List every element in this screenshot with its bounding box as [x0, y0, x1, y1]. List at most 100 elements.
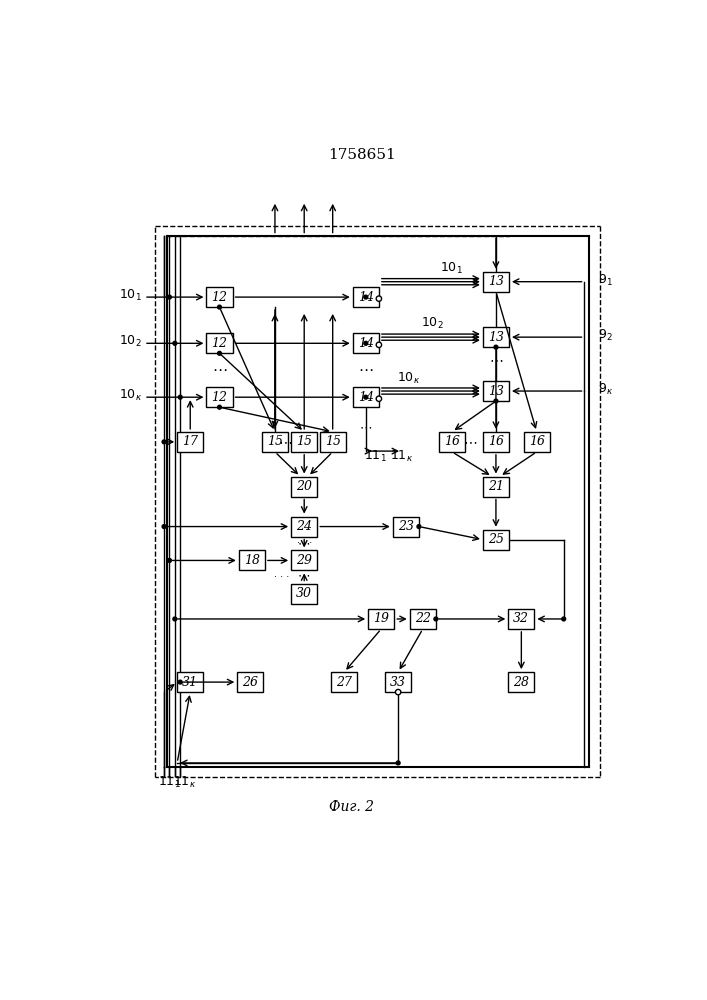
Text: ⋯: ⋯ [360, 422, 372, 434]
Text: 16: 16 [488, 435, 504, 448]
Text: 12: 12 [211, 291, 228, 304]
Text: $10_\kappa$: $10_\kappa$ [119, 388, 141, 403]
Text: 14: 14 [358, 291, 374, 304]
Text: $10_1$: $10_1$ [119, 288, 141, 303]
Text: 18: 18 [244, 554, 260, 567]
Circle shape [364, 341, 368, 345]
Bar [385, 672, 411, 692]
Text: 15: 15 [325, 435, 341, 448]
Circle shape [218, 351, 221, 355]
Text: $11_1$: $11_1$ [363, 449, 387, 464]
Text: 12: 12 [211, 391, 228, 404]
Text: 14: 14 [358, 391, 374, 404]
Text: 24: 24 [296, 520, 312, 533]
Bar [353, 333, 379, 353]
Bar [206, 387, 233, 407]
Text: ⋯: ⋯ [298, 537, 310, 550]
Circle shape [168, 295, 171, 299]
Text: 21: 21 [488, 480, 504, 493]
Bar [483, 272, 509, 292]
Text: 28: 28 [513, 676, 530, 689]
Circle shape [218, 305, 221, 309]
Text: $11_\kappa$: $11_\kappa$ [390, 449, 414, 464]
Bar [291, 517, 317, 537]
Circle shape [376, 296, 382, 301]
Bar [239, 550, 265, 570]
Text: · · ·: · · · [274, 572, 289, 582]
Text: $9_2$: $9_2$ [598, 328, 613, 343]
Text: $9_\kappa$: $9_\kappa$ [598, 382, 614, 397]
Text: 29: 29 [296, 554, 312, 567]
Bar [483, 432, 509, 452]
Bar [291, 584, 317, 604]
Text: $10_2$: $10_2$ [421, 316, 444, 331]
Text: ⋯: ⋯ [212, 363, 227, 378]
Text: $10_1$: $10_1$ [440, 260, 463, 276]
Bar [238, 672, 264, 692]
Bar [483, 530, 509, 550]
Bar [331, 672, 357, 692]
Circle shape [494, 345, 498, 349]
Text: 1758651: 1758651 [328, 148, 396, 162]
Bar [177, 432, 204, 452]
Bar [439, 432, 465, 452]
Circle shape [218, 405, 221, 409]
Circle shape [562, 617, 566, 621]
Text: 15: 15 [296, 435, 312, 448]
Circle shape [162, 440, 166, 444]
Bar [320, 432, 346, 452]
Text: 23: 23 [398, 520, 414, 533]
Circle shape [162, 525, 166, 528]
Text: 14: 14 [358, 337, 374, 350]
Text: $11_1$: $11_1$ [158, 775, 181, 790]
Bar [291, 550, 317, 570]
Circle shape [376, 396, 382, 401]
Bar [483, 327, 509, 347]
Circle shape [173, 341, 177, 345]
Circle shape [494, 399, 498, 403]
Bar [409, 609, 436, 629]
Text: $11_\kappa$: $11_\kappa$ [173, 775, 197, 790]
Text: 16: 16 [444, 435, 460, 448]
Bar [291, 477, 317, 497]
Bar [508, 672, 534, 692]
Circle shape [168, 559, 171, 562]
Text: 12: 12 [211, 337, 228, 350]
Text: 27: 27 [337, 676, 352, 689]
Text: · · ·: · · · [296, 538, 312, 548]
Bar [206, 333, 233, 353]
Text: 13: 13 [488, 385, 504, 398]
Bar [483, 381, 509, 401]
Circle shape [178, 680, 182, 684]
Bar [524, 432, 550, 452]
Text: ⋯: ⋯ [489, 353, 503, 367]
Text: 25: 25 [488, 533, 504, 546]
Text: 19: 19 [373, 612, 389, 625]
Circle shape [376, 342, 382, 348]
Bar [393, 517, 419, 537]
Text: 30: 30 [296, 587, 312, 600]
Circle shape [434, 617, 438, 621]
Text: Фиг. 2: Фиг. 2 [329, 800, 375, 814]
Text: 13: 13 [488, 331, 504, 344]
Text: 17: 17 [182, 435, 198, 448]
Text: ⋯: ⋯ [298, 569, 310, 582]
Circle shape [178, 395, 182, 399]
Bar [353, 287, 379, 307]
Bar [483, 477, 509, 497]
Bar [262, 432, 288, 452]
Text: 31: 31 [182, 676, 198, 689]
Text: 33: 33 [390, 676, 406, 689]
Circle shape [396, 761, 400, 765]
Text: $10_\kappa$: $10_\kappa$ [397, 371, 420, 386]
Circle shape [364, 395, 368, 399]
Text: 15: 15 [267, 435, 283, 448]
Text: $9_1$: $9_1$ [598, 273, 613, 288]
Text: 20: 20 [296, 480, 312, 493]
Text: 22: 22 [415, 612, 431, 625]
Text: 13: 13 [488, 275, 504, 288]
Text: ⋯: ⋯ [279, 435, 293, 449]
Bar [291, 432, 317, 452]
Text: $10_2$: $10_2$ [119, 334, 141, 349]
Bar [206, 287, 233, 307]
